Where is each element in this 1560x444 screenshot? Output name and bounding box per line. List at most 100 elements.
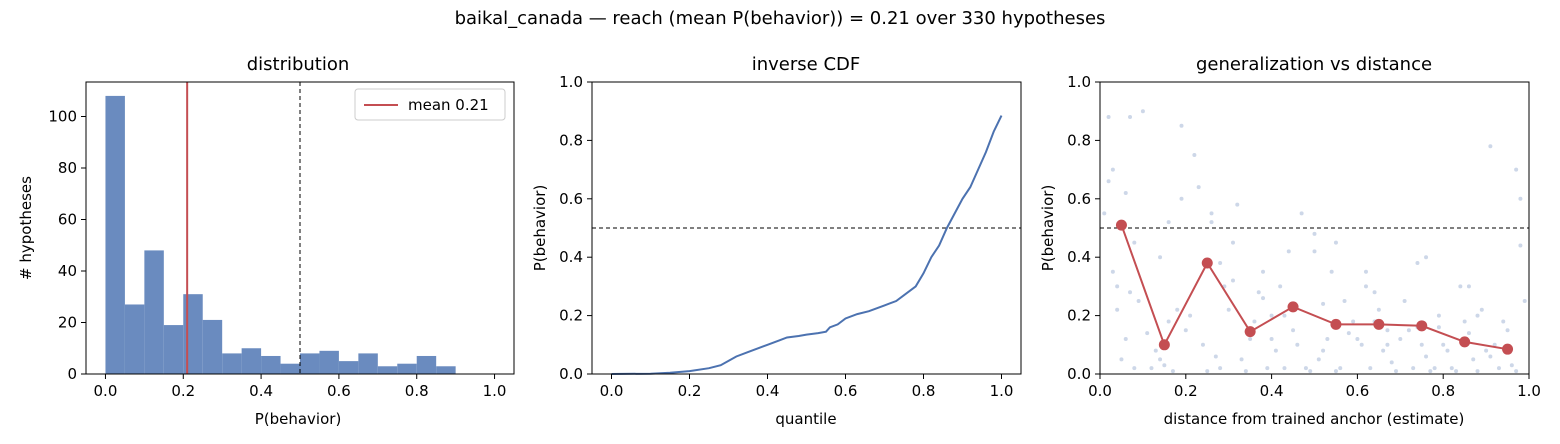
scatter-point: [1372, 290, 1377, 295]
scatter-point: [1321, 301, 1326, 306]
scatter-point: [1115, 307, 1120, 312]
scatter-point: [1252, 319, 1257, 324]
scatter-point: [1415, 261, 1420, 266]
icdf1-xtick-label: 0.0: [600, 382, 624, 400]
dist0-ytick-label: 20: [58, 314, 77, 332]
ylabel-generalization: P(behavior): [1039, 185, 1057, 272]
scatter-point: [1230, 278, 1235, 283]
scatter-point: [1226, 307, 1231, 312]
scatter-point: [1419, 342, 1424, 347]
gen2-ytick-label: 0.4: [1067, 248, 1091, 266]
scatter-point: [1462, 319, 1467, 324]
scatter-point: [1102, 211, 1107, 216]
scatter-point: [1269, 336, 1274, 341]
icdf1-ytick-label: 0.2: [559, 307, 583, 325]
scatter-point: [1110, 269, 1115, 274]
scatter-point: [1188, 313, 1193, 318]
scatter-point: [1128, 115, 1133, 120]
scatter-point: [1449, 366, 1454, 371]
scatter-point: [1505, 328, 1510, 333]
panel-distribution: distribution 0.0 0.2 0.4 0.6 0.8 1.0 0 20 40 60 80…: [17, 54, 515, 428]
scatter-point: [1166, 319, 1171, 324]
panel-generalization: generalization vs distance 0.0 0.2 0.4 0.6 0…: [1039, 54, 1541, 428]
scatter-point: [1475, 369, 1480, 374]
scatter-point: [1509, 363, 1514, 368]
scatter-point: [1110, 167, 1115, 172]
scatter-point: [1398, 336, 1403, 341]
dist0-xtick-label: 0.0: [94, 382, 118, 400]
histogram-bar: [397, 363, 417, 374]
ylabel-inverse-cdf: P(behavior): [531, 185, 549, 272]
scatter-point: [1363, 269, 1368, 274]
scatter-point: [1218, 366, 1223, 371]
icdf-frame: [591, 81, 1022, 375]
binned-mean-point: [1201, 257, 1213, 269]
histogram-bar: [358, 353, 378, 374]
scatter-point: [1321, 348, 1326, 353]
ylabel-distribution: # hypotheses: [17, 176, 35, 280]
scatter-point: [1183, 328, 1188, 333]
scatter-point: [1175, 307, 1180, 312]
plot-area-distribution: 0.0 0.2 0.4 0.6 0.8 1.0 0 20 40 60 80 100: [48, 81, 515, 400]
scatter-point: [1475, 313, 1480, 318]
scatter-point: [1406, 328, 1411, 333]
histogram-bar: [280, 363, 300, 374]
dist0-ytick-label: 100: [48, 108, 77, 126]
legend: mean 0.21: [354, 88, 506, 121]
scatter-point: [1355, 336, 1360, 341]
histogram-bar: [300, 353, 320, 374]
gen2-ytick-label: 0.0: [1067, 365, 1091, 383]
scatter-point: [1170, 369, 1175, 374]
scatter-point: [1179, 123, 1184, 128]
scatter-point: [1106, 115, 1111, 120]
gen2-xtick-label: 0.8: [1431, 382, 1455, 400]
scatter-point: [1436, 325, 1441, 330]
scatter-point: [1333, 369, 1338, 374]
scatter-point: [1458, 284, 1463, 289]
scatter-point: [1149, 366, 1154, 371]
scatter-point: [1394, 369, 1399, 374]
binned-mean-point: [1459, 336, 1471, 348]
scatter-point: [1432, 366, 1437, 371]
binned-mean-point: [1115, 219, 1127, 231]
gen2-ytick-label: 0.6: [1067, 190, 1091, 208]
legend-mean-label: mean 0.21: [408, 96, 489, 114]
scatter-point: [1295, 342, 1300, 347]
panel-inverse-cdf: inverse CDF 0.0 0.2 0.4 0.6 0.8 1.00.00.20.40…: [531, 54, 1022, 428]
gen2-xtick-label: 0.2: [1174, 382, 1198, 400]
scatter-point: [1402, 299, 1407, 303]
scatter-point: [1436, 313, 1441, 318]
scatter-point: [1376, 307, 1381, 312]
scatter-point: [1166, 220, 1171, 225]
scatter-point: [1488, 144, 1493, 149]
binned-mean-point: [1158, 339, 1170, 351]
gen2-xtick-label: 0.4: [1260, 382, 1284, 400]
plot-area-inverse-cdf: 0.0 0.2 0.4 0.6 0.8 1.0 0.0 0.2 0.4 0.6 0.8 1.0: [559, 73, 1022, 400]
scatter-point: [1213, 354, 1218, 359]
scatter-point: [1338, 366, 1343, 371]
scatter-point: [1466, 284, 1471, 289]
scatter-point: [1278, 284, 1283, 289]
scatter-point: [1488, 354, 1493, 359]
binned-mean-point: [1330, 318, 1342, 330]
scatter-point: [1265, 366, 1270, 371]
gen2-xtick-label: 0.6: [1345, 382, 1369, 400]
histogram-bar: [105, 95, 125, 375]
icdf1-ytick-label: 0.6: [559, 190, 583, 208]
scatter-point: [1424, 255, 1429, 260]
scatter-point: [1132, 366, 1137, 371]
scatter-point: [1153, 348, 1158, 353]
scatter-point: [1385, 342, 1390, 347]
scatter-point: [1381, 348, 1386, 353]
histogram-bar: [436, 366, 456, 374]
icdf1-ytick-label: 0.0: [559, 365, 583, 383]
scatter-point: [1363, 284, 1368, 289]
gen2-ytick-label: 0.8: [1067, 131, 1091, 149]
scatter-point: [1303, 366, 1308, 371]
gen2-ytick-label: 0.2: [1067, 307, 1091, 325]
scatter-point: [1359, 342, 1364, 347]
xlabel-distribution: P(behavior): [255, 410, 342, 428]
scatter-point: [1291, 328, 1296, 333]
scatter-point: [1123, 190, 1128, 195]
